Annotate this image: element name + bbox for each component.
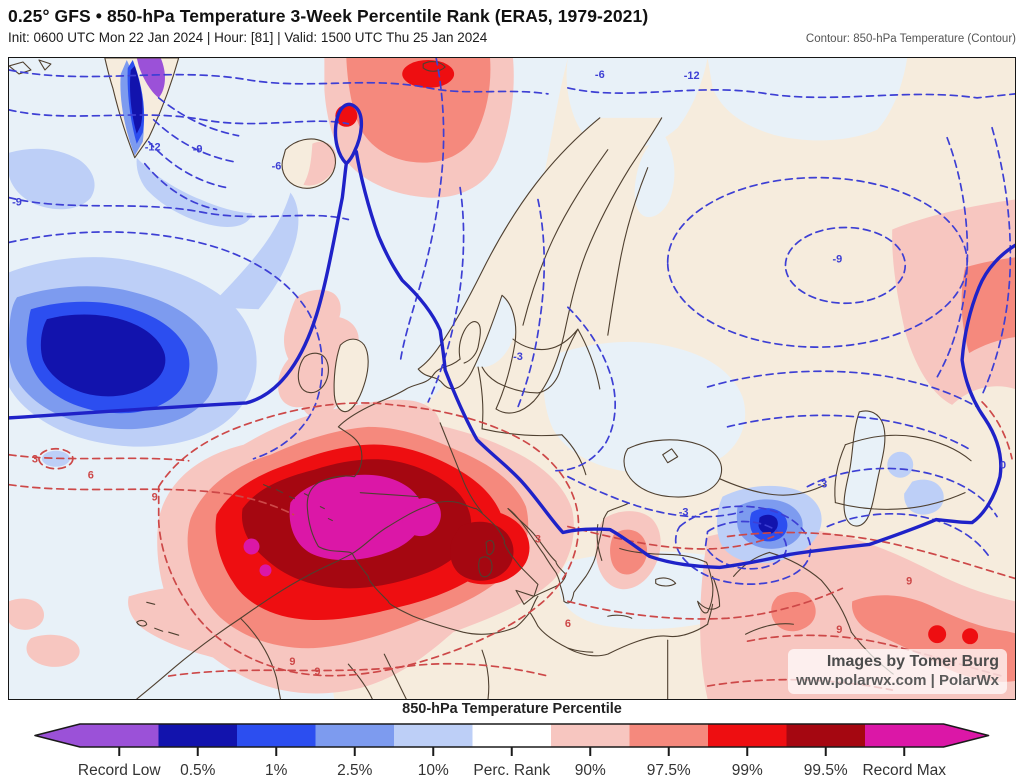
colorbar-segment — [629, 724, 709, 747]
colorbar-label: 99.5% — [804, 762, 848, 779]
colorbar-segment — [472, 724, 552, 747]
ural-warm-band — [892, 199, 1015, 405]
contour-label: -9 — [12, 197, 22, 209]
contour-label: -3 — [679, 507, 689, 519]
colorbar-arrow-right — [943, 724, 989, 747]
contour-label: -3 — [817, 479, 827, 491]
contour-label: -12 — [684, 70, 700, 82]
atlantic-cold-anomaly — [9, 148, 299, 467]
contour-label: 3 — [32, 454, 38, 466]
warm-contours — [9, 401, 1015, 691]
colorbar-segment — [551, 724, 630, 747]
contour-label: 6 — [88, 470, 94, 482]
colorbar-label: 97.5% — [647, 762, 691, 779]
atlantic-warm-patches — [9, 598, 80, 667]
cold-contour-labels: -12 -9 -6 -9 -6 -12 -9 -3 -3 -3 0 — [12, 69, 1006, 519]
run-info: Init: 0600 UTC Mon 22 Jan 2024 | Hour: [… — [8, 30, 488, 45]
caucasus-cold-anomaly — [716, 485, 822, 564]
contour-label: -6 — [272, 161, 282, 173]
weather-map: -12 -9 -6 -9 -6 -12 -9 -3 -3 -3 0 3 6 9 9 9 3 6 9 9 — [9, 58, 1015, 699]
colorbar-label: 90% — [575, 762, 606, 779]
contour-label: 9 — [836, 624, 842, 636]
colorbar-segment — [315, 724, 395, 747]
contour-label: -3 — [513, 351, 523, 363]
contour-label: 0 — [1000, 460, 1006, 472]
colorbar-segment — [394, 724, 473, 747]
contour-label: -6 — [595, 69, 605, 81]
colorbar-outline — [34, 723, 990, 748]
colorbar-segment — [865, 724, 944, 747]
colorbar-label: 10% — [418, 762, 449, 779]
colorbar-label: 1% — [265, 762, 288, 779]
contour-label: 9 — [289, 656, 295, 668]
freezing-line — [9, 102, 1015, 570]
colorbar-segment — [158, 724, 238, 747]
contour-label: 3 — [535, 533, 541, 545]
colorbar-segment — [786, 724, 866, 747]
colorbar-label: Perc. Rank — [473, 762, 550, 779]
greenland-cold-streak — [120, 58, 165, 156]
contour-label: 6 — [565, 618, 571, 630]
colorbar-arrow-left — [35, 724, 80, 747]
contour-label: -12 — [145, 142, 161, 154]
colorbar-label: Record Low — [78, 762, 162, 779]
warm-contour-labels: 3 6 9 9 9 3 6 9 9 — [32, 454, 912, 678]
watermark-credit: Images by Tomer Burg — [826, 653, 999, 671]
norwegian-sea-warm-anomaly — [324, 58, 514, 198]
contour-label: -9 — [832, 253, 842, 265]
colorbar-label: 0.5% — [180, 762, 216, 779]
contour-label: 9 — [152, 492, 158, 504]
colorbar-title: 850-hPa Temperature Percentile — [402, 701, 622, 717]
iceland — [282, 138, 337, 189]
colorbar: Record Low 0.5% 1% 2.5% 10% Perc. Rank 90% 97.5… — [34, 723, 990, 779]
page-title: 0.25° GFS • 850-hPa Temperature 3-Week P… — [8, 6, 649, 26]
colorbar-label: Record Max — [862, 762, 946, 779]
contour-label: 9 — [314, 666, 320, 678]
header: 0.25° GFS • 850-hPa Temperature 3-Week P… — [8, 0, 1016, 45]
colorbar-segment — [708, 724, 787, 747]
contour-label: 9 — [906, 575, 912, 587]
cold-contours — [9, 58, 1015, 585]
colorbar-label: 2.5% — [337, 762, 373, 779]
watermark: Images by Tomer Burg www.polarwx.com | P… — [788, 649, 1007, 694]
contour-label: -9 — [193, 144, 203, 156]
contour-note: Contour: 850-hPa Temperature (Contour) — [805, 33, 1016, 45]
map-frame: -12 -9 -6 -9 -6 -12 -9 -3 -3 -3 0 3 6 9 9 9 3 6 9 9 Images… — [8, 57, 1016, 700]
colorbar-segment — [80, 724, 159, 747]
colorbar-segment — [237, 724, 316, 747]
watermark-url: www.polarwx.com | PolarWx — [796, 672, 999, 690]
colorbar-label: 99% — [732, 762, 763, 779]
iberia-africa-heat-anomaly — [128, 399, 574, 694]
